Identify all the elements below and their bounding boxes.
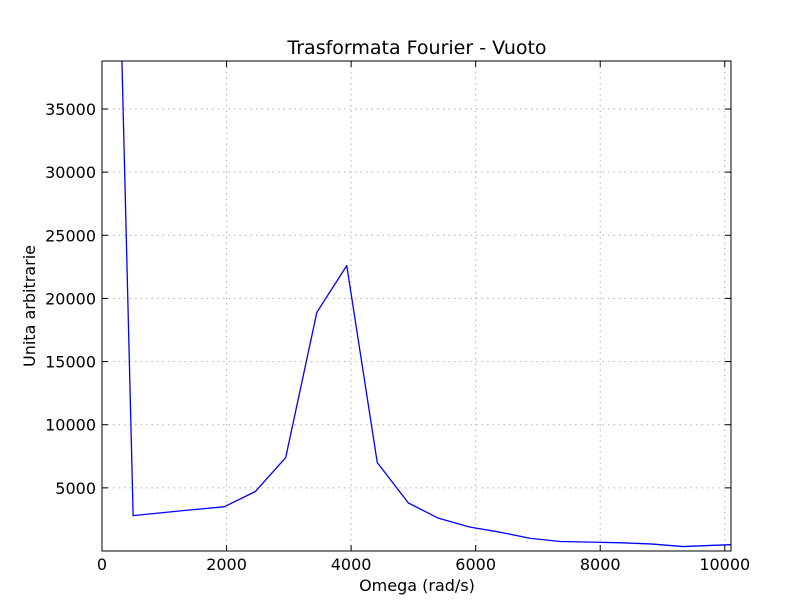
- y-tick-label: 25000: [45, 226, 96, 245]
- series-line-0: [121, 61, 731, 548]
- x-tick-label: 2000: [206, 555, 247, 574]
- y-tick-label: 15000: [45, 353, 96, 372]
- y-tick-label: 10000: [45, 416, 96, 435]
- axis-ticks: [101, 61, 731, 551]
- plot-frame: [101, 60, 732, 552]
- y-tick-label: 30000: [45, 163, 96, 182]
- x-axis-label: Omega (rad/s): [359, 576, 475, 595]
- plot-area: [121, 61, 731, 548]
- x-tick-label: 6000: [455, 555, 496, 574]
- chart-title: Trasformata Fourier - Vuoto: [286, 37, 546, 59]
- y-tick-label: 35000: [45, 100, 96, 119]
- y-axis-label: Unita arbitrarie: [20, 245, 39, 367]
- x-tick-label: 4000: [331, 555, 372, 574]
- tick-labels: 0 2000 4000 6000 8000 10000 5000 10000 15000 2000…: [45, 100, 750, 574]
- y-tick-label: 20000: [45, 289, 96, 308]
- x-tick-label: 10000: [699, 555, 750, 574]
- y-tick-label: 5000: [55, 479, 96, 498]
- x-tick-label: 0: [97, 555, 107, 574]
- grid: [102, 61, 731, 551]
- x-tick-label: 8000: [580, 555, 621, 574]
